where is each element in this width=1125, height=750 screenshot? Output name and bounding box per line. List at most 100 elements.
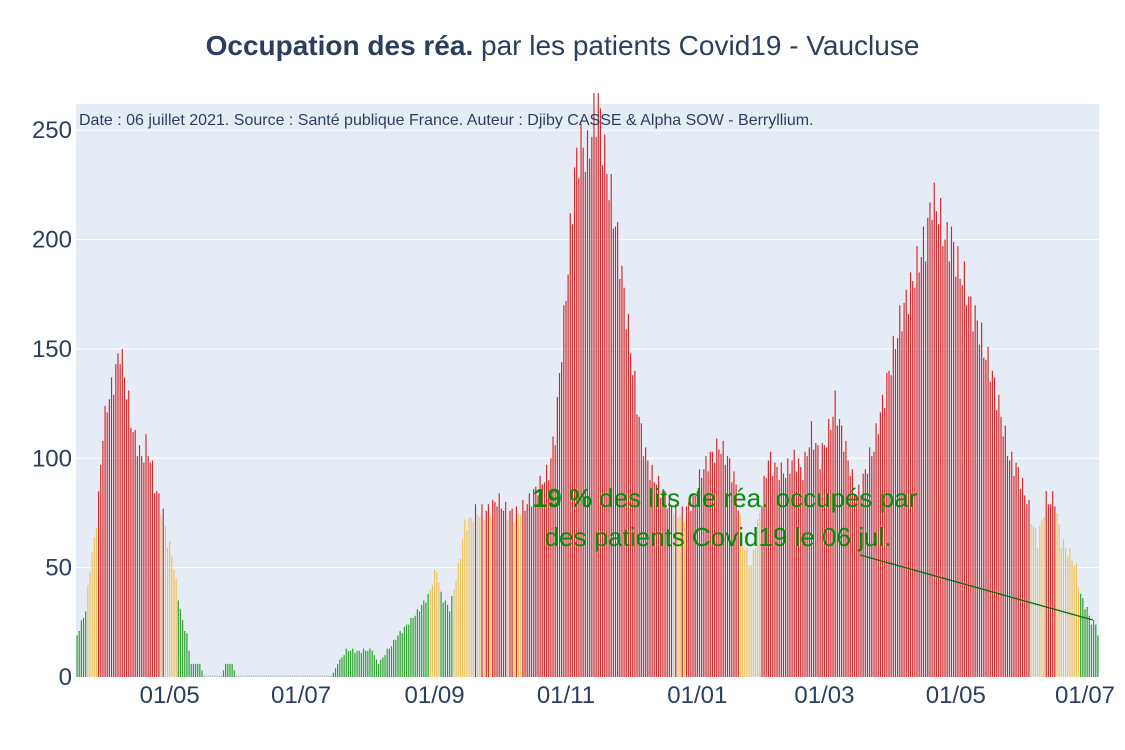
bar <box>179 609 182 677</box>
bar <box>832 416 834 677</box>
bar <box>655 484 658 677</box>
bar <box>1056 512 1058 677</box>
bar <box>606 173 608 678</box>
bar <box>903 303 905 677</box>
bar <box>996 410 998 677</box>
bar <box>455 580 457 677</box>
bar <box>291 675 294 677</box>
bar <box>1090 624 1093 677</box>
bar <box>804 451 806 677</box>
bar <box>701 477 703 677</box>
bar <box>100 464 102 677</box>
chart-title: Occupation des réa. par les patients Cov… <box>0 30 1125 62</box>
bar <box>744 550 746 677</box>
bar <box>98 491 100 677</box>
bar <box>425 602 427 677</box>
bar <box>677 517 679 677</box>
bar <box>1062 539 1065 677</box>
bar <box>845 440 847 677</box>
bar <box>1002 436 1004 677</box>
bar <box>481 504 483 677</box>
y-tick-label: 50 <box>45 555 72 582</box>
bar <box>1073 565 1075 677</box>
bar <box>957 246 959 677</box>
bar <box>313 675 315 677</box>
bar <box>981 322 983 677</box>
bar <box>423 600 425 677</box>
bar <box>875 423 877 677</box>
bar <box>610 173 612 678</box>
bar <box>722 440 724 677</box>
bar <box>227 663 229 677</box>
bar <box>281 675 283 677</box>
bar <box>95 528 98 677</box>
bar <box>558 373 561 677</box>
bar <box>1071 561 1073 677</box>
bar <box>341 657 343 677</box>
bar <box>427 593 429 677</box>
bar <box>617 222 619 677</box>
bar <box>429 589 431 677</box>
bar <box>860 495 862 677</box>
bar <box>785 477 787 677</box>
bar <box>709 451 711 677</box>
bar <box>1084 609 1086 677</box>
bar <box>76 635 78 677</box>
bar <box>580 123 582 678</box>
bar <box>1039 526 1041 677</box>
bar <box>302 675 304 677</box>
bar <box>571 224 574 678</box>
bar <box>225 663 227 677</box>
bar <box>238 675 240 677</box>
bar <box>741 545 744 677</box>
bar <box>563 305 565 677</box>
x-tick-label: 01/01 <box>667 682 727 709</box>
bar <box>795 471 797 677</box>
bar <box>285 675 287 677</box>
bar <box>789 473 791 677</box>
bar <box>212 675 214 677</box>
bar <box>817 445 819 677</box>
bar <box>899 305 901 677</box>
bar <box>933 182 935 678</box>
bar <box>332 672 334 677</box>
bar <box>688 502 690 677</box>
bar <box>584 171 586 678</box>
bar <box>729 458 731 677</box>
bar <box>907 313 909 677</box>
chart-title-rest: par les patients Covid19 - Vaucluse <box>473 30 920 61</box>
bar <box>502 510 505 677</box>
bar <box>515 506 518 677</box>
bar <box>754 547 757 677</box>
bar <box>1067 556 1069 677</box>
bar <box>421 604 423 677</box>
bar <box>985 359 987 677</box>
bar <box>248 675 250 677</box>
x-tick-label: 01/05 <box>926 682 986 709</box>
bar <box>492 499 494 677</box>
bar <box>268 675 270 677</box>
bar <box>106 412 108 677</box>
occupancy-percent: 19 % <box>533 483 592 513</box>
bar <box>881 394 884 677</box>
bar <box>270 675 272 677</box>
bar <box>748 565 750 677</box>
bar <box>526 504 528 677</box>
y-axis-tick-labels: 0 50 100 150 200 250 <box>32 117 72 691</box>
bar <box>530 506 533 677</box>
bar <box>782 473 785 677</box>
bar <box>1043 517 1045 677</box>
bar <box>1093 620 1095 677</box>
bar <box>552 436 554 677</box>
bar <box>104 405 106 677</box>
bar <box>354 652 356 677</box>
bar <box>517 512 520 677</box>
bar <box>244 675 246 677</box>
bar <box>143 462 145 677</box>
bar <box>869 447 871 677</box>
bar <box>350 650 352 677</box>
bar <box>470 517 472 677</box>
bar <box>416 609 418 677</box>
bar <box>459 558 462 677</box>
bar <box>757 519 759 677</box>
